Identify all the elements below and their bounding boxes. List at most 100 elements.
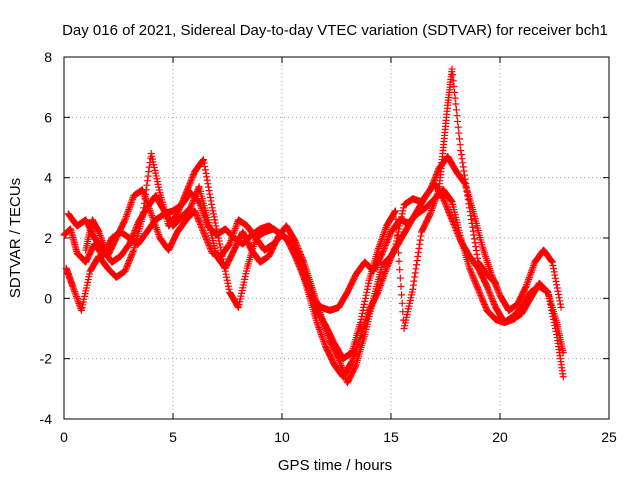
data-point [384,236,392,244]
data-point [182,189,190,197]
data-point [548,257,556,265]
data-point [475,288,483,296]
data-point [398,213,406,221]
data-point [348,358,356,366]
data-point [188,175,196,183]
data-point [450,220,458,228]
data-point [524,277,532,285]
data-point [126,239,134,247]
data-point [472,243,480,251]
data-point [306,287,314,295]
data-point [204,239,212,247]
data-point [315,324,323,332]
data-point [358,309,366,317]
data-point [139,187,147,195]
data-point [145,203,153,211]
data-point [458,155,466,163]
data-point [432,172,440,180]
data-point [464,192,472,200]
y-tick-label: 8 [44,49,52,65]
data-point [193,213,201,221]
data-point [339,367,347,375]
data-point [317,331,325,339]
data-point [206,193,214,201]
data-point [127,200,135,208]
data-point [191,192,199,200]
data-point [128,197,136,205]
data-point [449,71,457,79]
data-point [528,265,536,273]
data-point [147,210,155,218]
data-point [490,299,498,307]
data-point [456,234,464,242]
data-point [465,204,473,212]
data-point [360,300,368,308]
data-point [75,300,83,308]
data-point [142,194,150,202]
data-point [381,225,389,233]
data-point [233,221,241,229]
data-point [190,195,198,203]
data-point [193,189,201,197]
data-point [464,196,472,204]
data-point [125,240,133,248]
data-point [151,220,159,228]
data-point [451,223,459,231]
data-point [417,232,425,240]
data-point [72,293,80,301]
data-point [523,279,531,287]
data-point [452,100,460,108]
data-point [376,241,384,249]
data-point [213,225,221,233]
data-point [200,159,208,167]
data-point [398,291,406,299]
data-point [529,263,537,271]
data-point [379,232,387,240]
data-point [150,217,158,225]
data-point [99,238,107,246]
data-point [195,198,203,206]
data-point [321,341,329,349]
data-point [152,224,160,232]
data-point [378,234,386,242]
data-point [434,187,442,195]
data-point [125,258,133,266]
data-point [234,302,242,310]
data-point [143,181,151,189]
data-point [204,180,212,188]
data-point [214,231,222,239]
data-point [124,261,132,269]
data-point [489,296,497,304]
data-point [487,291,495,299]
data-point [71,287,79,295]
data-point [140,191,148,199]
data-point [351,362,359,370]
data-point [97,235,105,243]
data-point [527,268,535,276]
data-point [364,282,372,290]
data-point [447,197,455,205]
data-point [528,267,536,275]
data-point [548,306,556,314]
data-point [476,290,484,298]
data-point [174,208,182,216]
data-point [381,269,389,277]
data-point [386,231,394,239]
data-point [140,189,148,197]
data-point [381,242,389,250]
data-point [411,269,419,277]
data-point [200,156,208,164]
data-point [395,257,403,265]
data-point [448,216,456,224]
data-point [130,228,138,236]
data-point [212,222,220,230]
data-point [488,294,496,302]
data-point [154,229,162,237]
data-point [470,231,478,239]
data-point [176,202,184,210]
data-point [557,303,565,311]
data-point [547,256,555,264]
data-point [481,302,489,310]
data-point [416,236,424,244]
data-point [441,198,449,206]
